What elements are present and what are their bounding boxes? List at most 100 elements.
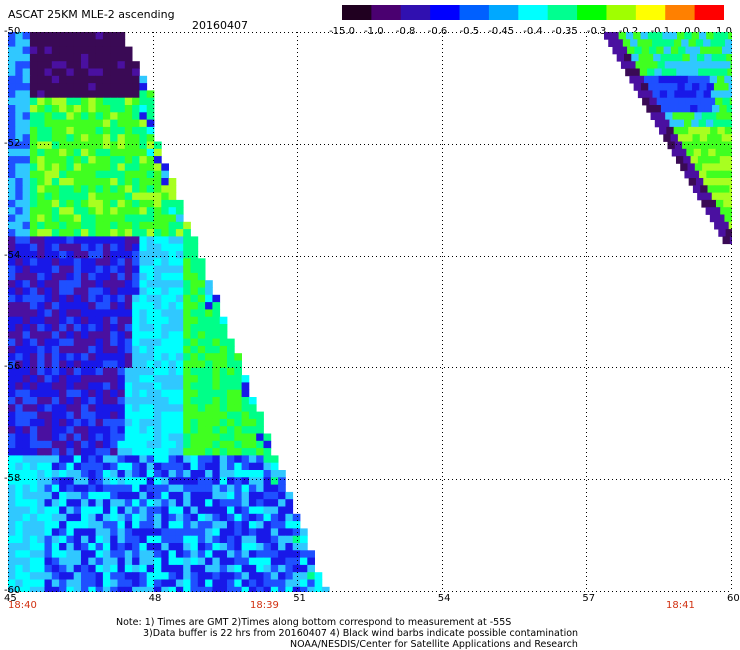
swath-cell [706, 170, 715, 179]
swath-cell [197, 564, 206, 573]
swath-cell [642, 61, 651, 69]
y-tick-label: -54 [4, 249, 21, 261]
swath-cell [124, 112, 133, 120]
swath-cell [59, 455, 67, 464]
swath-cell [88, 579, 96, 588]
swath-cell [154, 148, 162, 157]
swath-cell [81, 302, 89, 310]
swath-cell [728, 221, 732, 230]
swath-cell [205, 564, 213, 573]
swath-cell [22, 586, 31, 592]
swath-cell [658, 75, 667, 84]
swath-cell [110, 97, 118, 106]
swath-cell [29, 418, 38, 427]
swath-cell [285, 543, 294, 551]
swath-cell [8, 331, 16, 339]
swath-cell [8, 440, 16, 449]
swath-cell [124, 316, 133, 325]
swath-cell [670, 83, 678, 91]
swath-cell [197, 389, 206, 398]
swath-cell [8, 535, 16, 544]
swath-cell [234, 572, 242, 580]
swath-cell [29, 316, 38, 325]
swath-cell [234, 440, 242, 449]
swath-cell [705, 207, 714, 215]
swath-cell [168, 557, 177, 566]
swath-cell [713, 119, 721, 128]
swath-cell [190, 440, 199, 449]
swath-cell [73, 477, 82, 485]
swath-cell [248, 397, 257, 405]
swath-cell [73, 528, 82, 537]
colorbar-label: -0.3 [586, 26, 607, 37]
swath-cell [146, 105, 155, 113]
swath-cell [168, 572, 177, 580]
swath-cell [263, 448, 272, 456]
swath-cell [110, 119, 118, 128]
swath-cell [670, 134, 679, 142]
swath-cell [8, 499, 16, 507]
swath-cell [95, 440, 104, 449]
swath-cell [124, 338, 133, 347]
swath-cell [44, 499, 53, 507]
swath-cell [227, 455, 235, 464]
swath-cell [205, 506, 213, 515]
swath-cell [51, 543, 60, 551]
swath-cell [66, 316, 75, 325]
swath-cell [29, 199, 38, 208]
swath-cell [44, 324, 53, 332]
swath-cell [110, 360, 118, 369]
swath-cell [657, 112, 666, 120]
swath-cell [110, 148, 118, 157]
swath-cell [684, 83, 693, 91]
swath-cell [102, 214, 111, 223]
swath-cell [66, 61, 75, 69]
swath-cell [139, 141, 148, 150]
swath-cell [8, 448, 16, 456]
swath-cell [154, 572, 162, 580]
swath-cell [66, 272, 75, 281]
swath-cell [219, 586, 228, 592]
swath-cell [124, 221, 133, 230]
swath-cell [51, 331, 60, 339]
swath-cell [29, 68, 38, 77]
swath-cell [66, 557, 75, 566]
swath-cell [95, 477, 104, 485]
swath-cell [154, 470, 162, 478]
swath-cell [73, 119, 82, 128]
swath-cell [59, 185, 67, 193]
swath-cell [15, 418, 23, 427]
swath-cell [256, 550, 264, 558]
swath-cell [37, 316, 45, 325]
swath-cell [730, 199, 732, 208]
swath-cell [132, 324, 140, 332]
swath-cell [132, 265, 140, 274]
swath-cell [161, 455, 169, 464]
swath-cell [51, 134, 60, 142]
swath-cell [270, 484, 279, 493]
swath-cell [29, 178, 38, 186]
swath-cell [95, 528, 104, 537]
swath-cell [59, 513, 67, 522]
swath-cell [124, 236, 133, 245]
swath-cell [124, 68, 133, 77]
swath-cell [124, 53, 133, 62]
swath-cell [219, 535, 228, 544]
swath-cell [88, 199, 96, 208]
swath-cell [190, 331, 199, 339]
swath-cell [183, 375, 191, 383]
swath-cell [307, 557, 315, 566]
swath-cell [139, 338, 148, 347]
swath-cell [8, 83, 16, 91]
swath-cell [190, 367, 199, 376]
swath-cell [37, 134, 45, 142]
swath-cell [110, 199, 118, 208]
swath-cell [66, 112, 75, 120]
swath-cell [15, 83, 23, 91]
swath-cell [37, 564, 45, 573]
swath-cell [197, 491, 206, 500]
swath-cell [168, 229, 177, 237]
swath-cell [197, 272, 206, 281]
swath-cell [110, 68, 118, 77]
swath-cell [227, 564, 235, 573]
